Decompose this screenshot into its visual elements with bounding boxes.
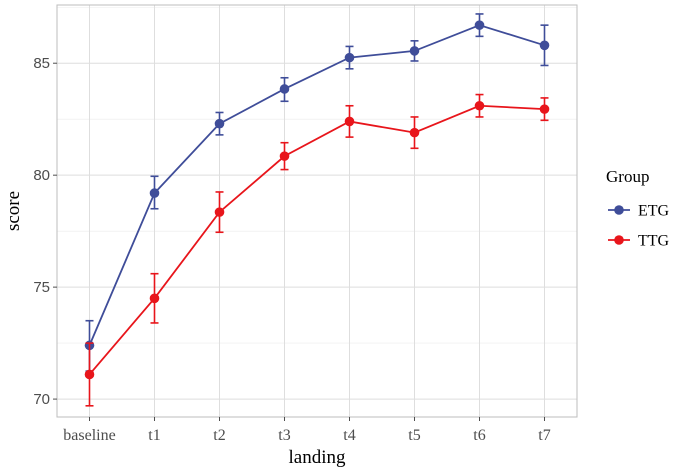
series-layer	[84, 13, 550, 407]
y-tick-label: 85	[33, 55, 50, 72]
x-tick-label: t7	[538, 427, 550, 444]
data-point	[149, 188, 160, 198]
data-point	[344, 116, 355, 127]
series-line	[88, 24, 545, 346]
legend-key-etg	[608, 205, 630, 215]
legend-title: Group	[606, 167, 649, 186]
y-tick-label: 75	[33, 279, 50, 296]
data-point	[474, 100, 485, 111]
data-point	[279, 151, 290, 161]
x-tick-label: t1	[148, 427, 160, 444]
data-point	[279, 84, 290, 94]
data-point	[474, 20, 485, 30]
series-line	[88, 104, 545, 376]
legend-label: TTG	[638, 233, 670, 250]
x-tick-label: t5	[408, 427, 420, 444]
y-axis-title: score	[3, 191, 24, 231]
y-tick-label: 80	[33, 167, 50, 184]
data-point	[344, 52, 355, 63]
data-point	[214, 207, 225, 217]
legend-key-point	[614, 205, 624, 215]
data-point	[214, 118, 225, 129]
series-ttg	[84, 93, 550, 407]
x-tick-label: t3	[278, 427, 290, 444]
legend: Group ETG TTG	[606, 167, 670, 250]
legend-key-point	[614, 235, 624, 245]
axes: 70 75 80 85 baseline t1 t2 t3 t4 t5 t6 t7	[33, 4, 578, 444]
data-point	[409, 46, 420, 56]
data-point	[539, 104, 550, 114]
x-tick-label: t4	[343, 427, 355, 444]
data-point	[409, 127, 420, 138]
legend-label: ETG	[638, 203, 670, 220]
data-point	[539, 40, 550, 51]
x-tick-label: t2	[213, 427, 225, 444]
panel-border	[56, 4, 578, 418]
legend-key-ttg	[608, 235, 630, 245]
x-tick-label: t6	[473, 427, 485, 444]
data-point	[149, 293, 160, 304]
gridlines	[57, 5, 577, 417]
x-axis-title: landing	[289, 447, 346, 468]
y-tick-label: 70	[33, 391, 50, 408]
x-tick-label: baseline	[63, 427, 115, 444]
data-point	[84, 369, 95, 380]
series-etg	[84, 13, 550, 372]
